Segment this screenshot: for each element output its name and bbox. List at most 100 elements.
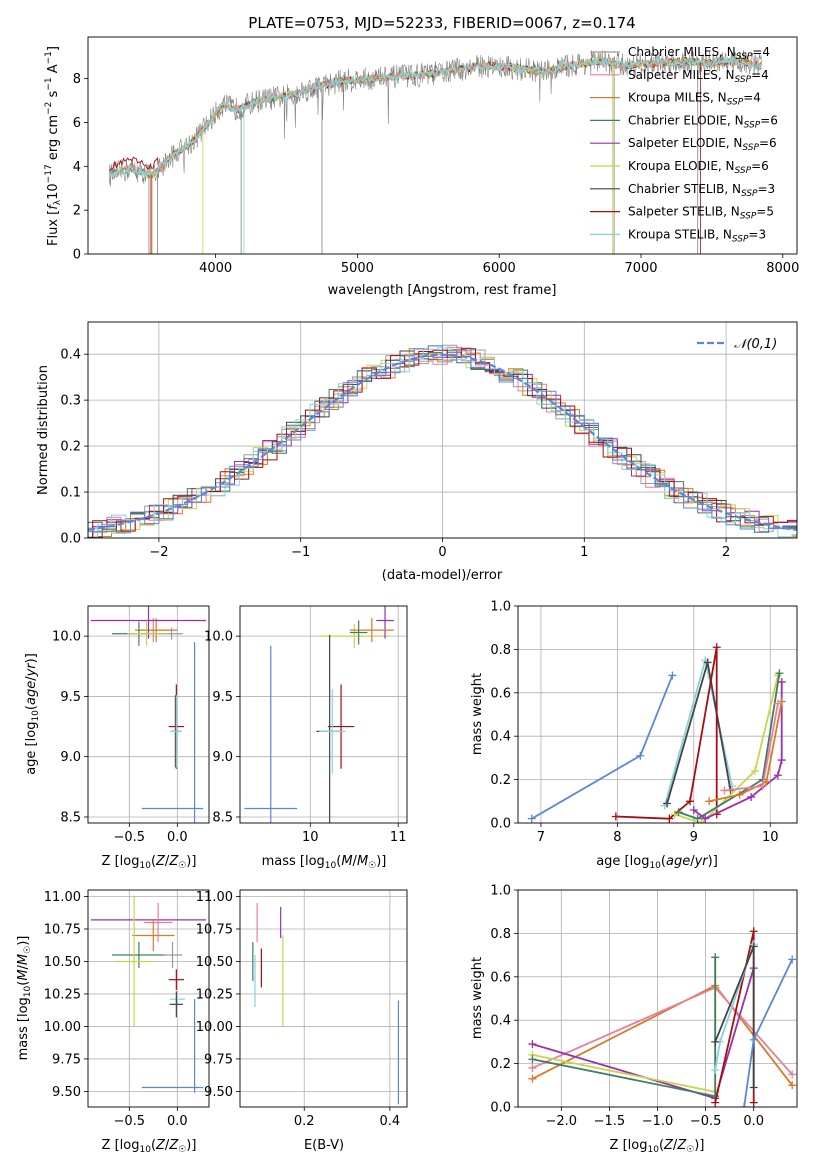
- legend-label-tail: =4: [751, 68, 769, 82]
- y-axis-label: Normed distribution: [36, 365, 51, 495]
- x-axis-label: (data-model)/error: [382, 568, 503, 583]
- x-tick-label: −1: [291, 545, 310, 560]
- axes-frame: [239, 605, 408, 824]
- x-tick-label: −2.0: [546, 1114, 578, 1129]
- panel-mass_vs_ebv: 0.2 0.4 9.50 9.75 10.00 10.25 10.50 10.75 11.00: [196, 889, 408, 1129]
- x-tick-label: 0.0: [743, 1114, 764, 1129]
- series-marker-salpeter_elodie: [701, 814, 710, 823]
- x-tick-label: 8: [613, 830, 621, 845]
- y-tick-label: 8.5: [212, 810, 233, 825]
- y-tick-label: 1.0: [490, 600, 511, 615]
- legend-label-main: Chabrier MILES, N: [628, 45, 736, 59]
- series-marker-chabrier_elodie: [711, 953, 720, 962]
- series-marker-normal: [527, 814, 536, 823]
- x-tick-label: 0: [438, 545, 446, 560]
- legend-label-kroupa_miles: Kroupa MILES, NSSP=4: [628, 91, 761, 108]
- legend-label-sub: SSP: [732, 234, 749, 244]
- model-fit-kroupa_stelib: [108, 56, 763, 180]
- series-marker-salpeter_stelib: [712, 643, 721, 652]
- legend-label-sub: SSP: [740, 212, 757, 222]
- x-tick-label: −1.0: [642, 1114, 674, 1129]
- y-tick-label: 9.5: [212, 690, 233, 705]
- plot-area-age_vs_Z: [90, 606, 207, 823]
- legend-label-tail: =3: [758, 182, 776, 196]
- legend-label-chabrier_stelib: Chabrier STELIB, NSSP=3: [628, 182, 775, 199]
- series-marker-salpeter_stelib: [749, 1098, 758, 1107]
- series-marker-chabrier_elodie: [775, 669, 784, 678]
- y-tick-label: 10.75: [44, 922, 81, 937]
- plot-area-mass_vs_ebv: [252, 902, 400, 1105]
- series-marker-kroupa_miles: [705, 797, 714, 806]
- legend-label-salpeter_miles: Salpeter MILES, NSSP=4: [628, 68, 769, 85]
- y-tick-label: 9.50: [204, 1085, 233, 1100]
- axes-frame: [517, 605, 798, 824]
- series-marker-salpeter_elodie: [777, 677, 786, 686]
- axes-frame: [87, 321, 798, 539]
- y-tick-label: 11.00: [196, 890, 233, 905]
- series-line-chabrier_elodie: [678, 673, 781, 820]
- legend-label-main: Kroupa STELIB, N: [628, 227, 732, 241]
- y-axis-label-mass-weight-Z: mass weight: [470, 957, 485, 1039]
- plot-area-spectrum: [108, 50, 763, 254]
- legend-label-tail: =6: [760, 113, 778, 127]
- series-marker-salpeter_stelib: [611, 812, 620, 821]
- legend-label-sub: SSP: [742, 143, 759, 153]
- legend-label-main: Kroupa MILES, N: [628, 91, 727, 105]
- series-marker-chabrier_stelib: [749, 942, 758, 951]
- legend-label-main: Salpeter MILES, N: [628, 68, 735, 82]
- series-marker-chabrier_stelib: [663, 799, 672, 808]
- series-marker-salpeter_miles: [528, 1063, 537, 1072]
- series-marker-salpeter_elodie: [528, 1040, 537, 1049]
- series-marker-normal: [636, 751, 645, 760]
- panel-age_vs_mass: 10 11 8.5 9.0 9.5 10.0: [204, 605, 408, 845]
- legend-label-tail: =4: [752, 45, 770, 59]
- x-axis-label-age-vs-mass: mass [log10(M/M☉)]: [262, 854, 387, 871]
- series-marker-chabrier_stelib: [711, 1037, 720, 1046]
- legend-label-chabrier_elodie: Chabrier ELODIE, NSSP=6: [628, 113, 778, 130]
- chart-title: PLATE=0753, MJD=52233, FIBERID=0067, z=0…: [248, 14, 635, 32]
- series-line-normal: [531, 675, 674, 820]
- series-marker-chabrier_elodie: [528, 1055, 537, 1064]
- y-tick-label: 1.0: [490, 884, 511, 899]
- x-tick-label: −0.5: [690, 1114, 722, 1129]
- x-tick-label: 8000: [766, 261, 799, 276]
- x-tick-label: −0.5: [114, 1114, 146, 1129]
- x-axis-label-ebv: E(B-V): [304, 1138, 344, 1153]
- y-tick-label: 0.0: [490, 817, 511, 832]
- x-tick-label: 11: [390, 830, 407, 845]
- legend-label-tail: =6: [751, 159, 769, 173]
- legend-label-sub: SSP: [735, 166, 752, 176]
- y-tick-label: 0.1: [60, 486, 81, 501]
- normal-curve: [88, 353, 797, 531]
- y-tick-label: 11.00: [44, 890, 81, 905]
- y-tick-label: 8.5: [60, 810, 81, 825]
- series-line-kroupa_stelib: [663, 660, 733, 806]
- histogram-kroupa_stelib: [88, 347, 797, 538]
- y-tick-label: 0.4: [490, 730, 511, 745]
- series-marker-salpeter_miles: [720, 786, 729, 795]
- histogram-salpeter_elodie: [88, 351, 797, 538]
- x-axis-label-mass-weight-Z: Z [log10(Z/Z☉)]: [610, 1138, 705, 1155]
- panel-mass_weight_vs_Z: −2.0 −1.5 −1.0 −0.5 0.0 0.0 0.2 0.4 0.6 0.8 1.0: [490, 884, 798, 1129]
- y-tick-label: 0.4: [490, 1014, 511, 1029]
- legend-label-tail: =6: [759, 136, 777, 150]
- y-tick-label: 8: [73, 72, 81, 87]
- series-marker-kroupa_elodie: [750, 766, 759, 775]
- y-tick-label: 9.0: [212, 750, 233, 765]
- series-marker-normal: [740, 1103, 749, 1107]
- series-marker-kroupa_miles: [528, 1074, 537, 1083]
- plot-area-age_vs_mass: [244, 606, 394, 823]
- x-tick-label: 0.4: [380, 1114, 401, 1129]
- legend-label-sub: SSP: [735, 75, 752, 85]
- plot-area-residuals: [88, 344, 797, 538]
- y-tick-label: 0: [73, 248, 81, 263]
- series-marker-salpeter_elodie: [773, 771, 782, 780]
- x-tick-label: 2: [722, 545, 730, 560]
- series-line-chabrier_elodie: [532, 957, 717, 1098]
- panel-mass_weight_vs_age: 7 8 9 10 0.0 0.2 0.4 0.6 0.8 1.0: [490, 600, 798, 845]
- series-marker-salpeter_miles: [773, 699, 782, 708]
- series-marker-chabrier_stelib: [703, 658, 712, 667]
- legend-label-main: Salpeter ELODIE, N: [628, 136, 742, 150]
- y-tick-label: 9.75: [52, 1052, 81, 1067]
- legend-label-chabrier_miles: Chabrier MILES, NSSP=4: [628, 45, 770, 62]
